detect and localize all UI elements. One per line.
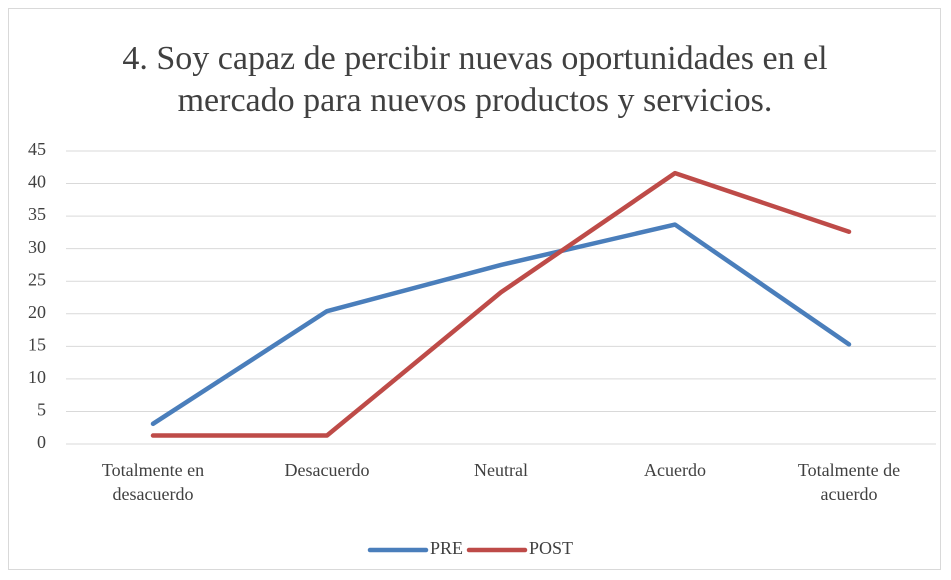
x-tick-label: Totalmente en desacuerdo — [101, 460, 205, 504]
chart-frame — [8, 8, 941, 570]
series-line — [150, 222, 852, 427]
x-tick-label: Acuerdo — [644, 460, 706, 480]
legend-label: POST — [529, 538, 573, 558]
y-tick-label: 25 — [28, 269, 46, 289]
y-tick-label: 15 — [28, 334, 46, 354]
y-tick-label: 35 — [28, 204, 46, 224]
y-tick-label: 0 — [37, 432, 46, 452]
legend-label: PRE — [430, 538, 463, 558]
x-tick-label: Desacuerdo — [284, 460, 370, 480]
x-tick-label: Totalmente de acuerdo — [797, 460, 901, 504]
y-tick-label: 45 — [28, 139, 46, 159]
y-tick-label: 5 — [37, 400, 46, 420]
y-tick-label: 10 — [28, 367, 46, 387]
y-tick-label: 30 — [28, 237, 46, 257]
y-tick-label: 20 — [28, 302, 46, 322]
y-tick-label: 40 — [28, 172, 46, 192]
chart-title: 4. Soy capaz de percibir nuevas oportuni… — [122, 40, 828, 119]
series-line — [150, 170, 852, 438]
x-tick-label: Neutral — [474, 460, 528, 480]
